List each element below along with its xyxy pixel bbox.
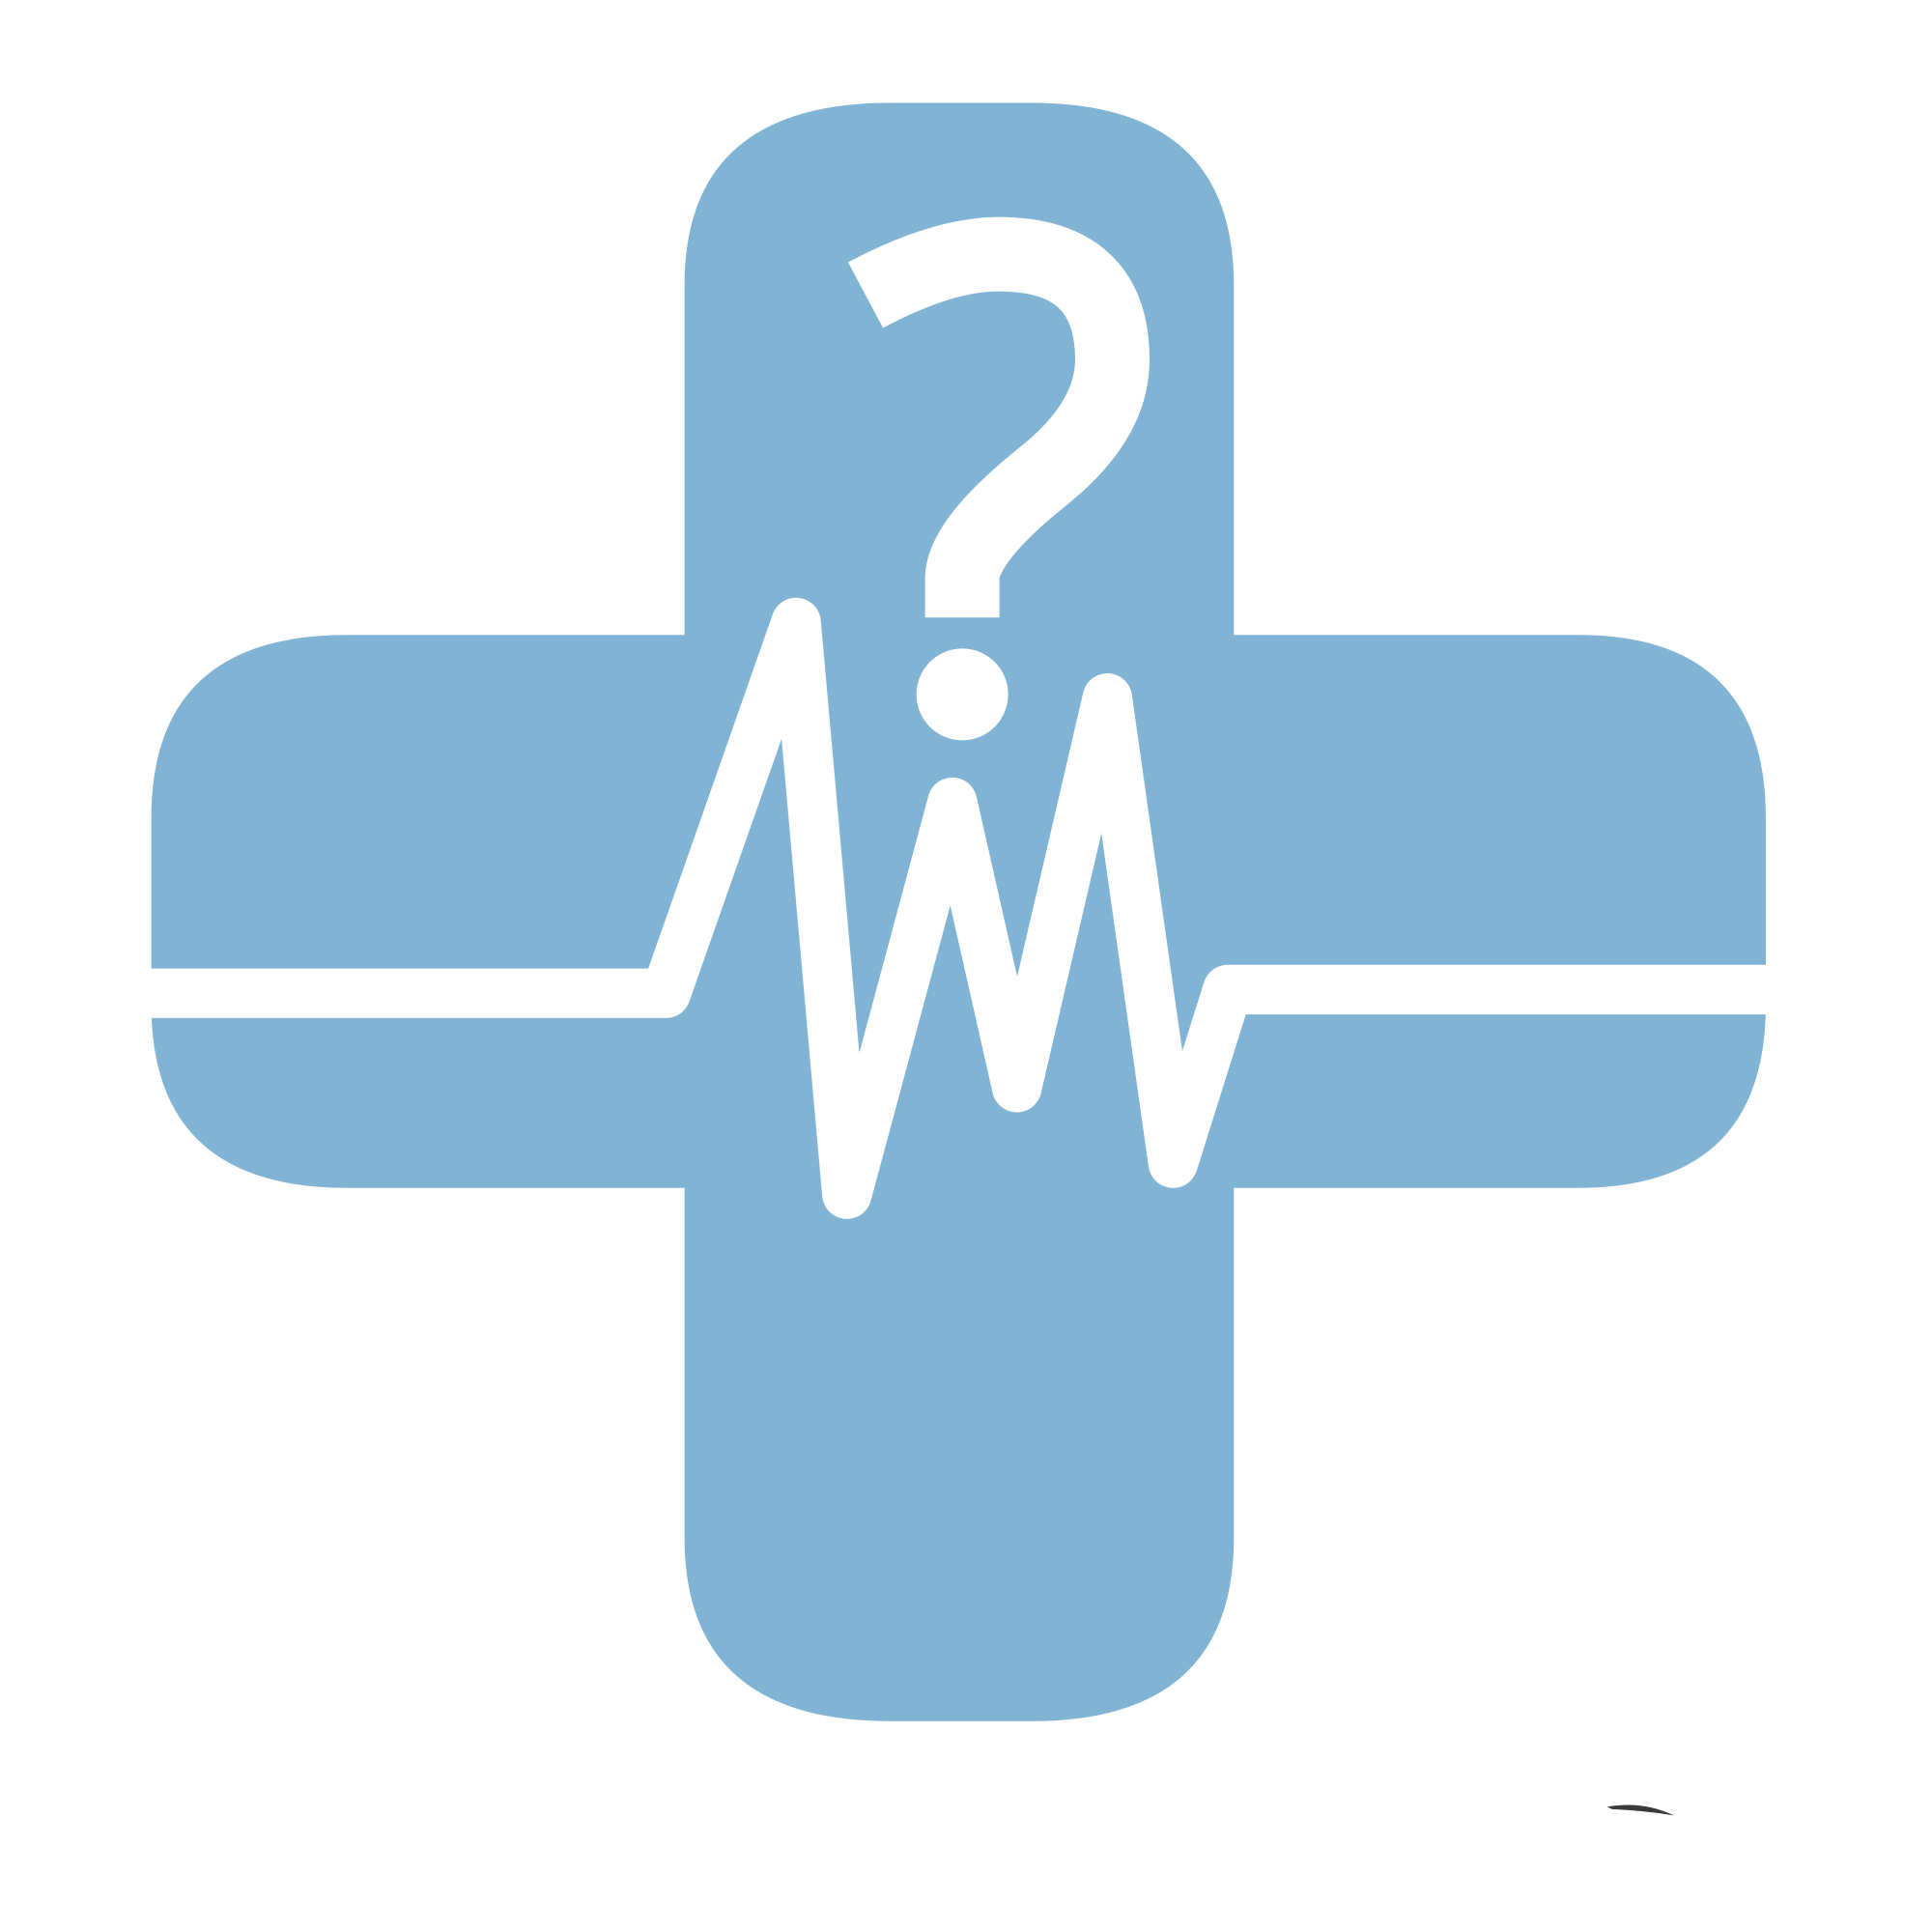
heartbeat-line-icon — [111, 597, 1811, 1219]
smudge-mark — [1606, 1804, 1674, 1816]
question-mark-icon — [847, 216, 1150, 741]
